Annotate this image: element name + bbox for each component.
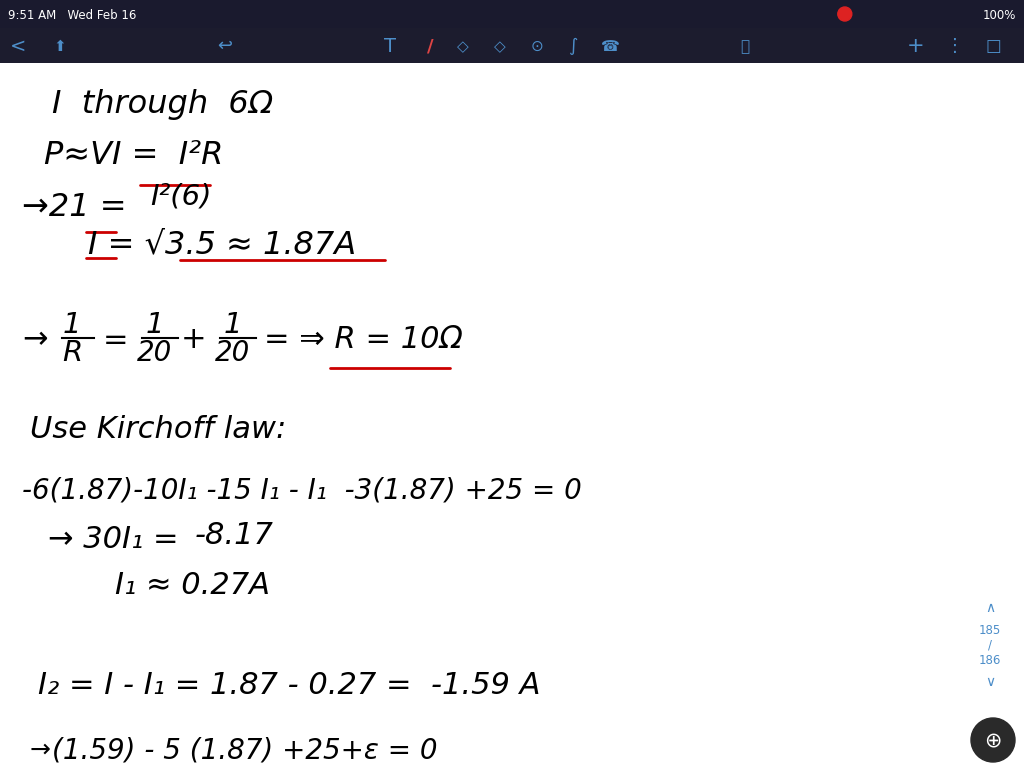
Text: ∫: ∫ bbox=[568, 37, 578, 55]
Text: ◇: ◇ bbox=[495, 38, 506, 54]
Text: → 30I₁ =: → 30I₁ = bbox=[48, 525, 178, 554]
Text: Use Kirchoff law:: Use Kirchoff law: bbox=[30, 415, 287, 445]
Text: I₂ = I - I₁ = 1.87 - 0.27 =  -1.59 A: I₂ = I - I₁ = 1.87 - 0.27 = -1.59 A bbox=[38, 670, 541, 700]
Text: /: / bbox=[988, 638, 992, 651]
Text: →: → bbox=[30, 738, 51, 762]
Text: -6(1.87)-10I₁ -15 I₁ - I₁  -3(1.87) +25 = 0: -6(1.87)-10I₁ -15 I₁ - I₁ -3(1.87) +25 =… bbox=[22, 476, 582, 504]
Text: +: + bbox=[181, 326, 207, 355]
Text: 🎙: 🎙 bbox=[740, 38, 750, 54]
Text: <: < bbox=[10, 37, 27, 56]
Text: ⊙: ⊙ bbox=[530, 38, 544, 54]
Text: ∧: ∧ bbox=[985, 601, 995, 615]
Text: I₁ ≈ 0.27A: I₁ ≈ 0.27A bbox=[115, 571, 270, 600]
Text: -8.17: -8.17 bbox=[195, 521, 273, 549]
FancyBboxPatch shape bbox=[0, 28, 1024, 63]
Text: 1: 1 bbox=[62, 311, 81, 339]
Text: □: □ bbox=[985, 37, 1000, 55]
Text: 9:51 AM   Wed Feb 16: 9:51 AM Wed Feb 16 bbox=[8, 9, 136, 22]
Text: ☎: ☎ bbox=[600, 38, 620, 54]
Text: (1.59) - 5 (1.87) +25+ε = 0: (1.59) - 5 (1.87) +25+ε = 0 bbox=[52, 736, 437, 764]
Text: I = √3.5 ≈ 1.87A: I = √3.5 ≈ 1.87A bbox=[88, 230, 356, 260]
Text: P≈VI =  I²R: P≈VI = I²R bbox=[44, 140, 223, 170]
Text: = ⇒ R = 10Ω: = ⇒ R = 10Ω bbox=[264, 326, 463, 355]
Circle shape bbox=[838, 7, 852, 21]
Text: 20: 20 bbox=[215, 339, 251, 367]
Text: 186: 186 bbox=[979, 654, 1001, 667]
Text: 185: 185 bbox=[979, 624, 1001, 637]
Text: ⋮: ⋮ bbox=[946, 37, 964, 55]
Text: 1: 1 bbox=[224, 311, 243, 339]
Text: →: → bbox=[22, 326, 47, 355]
Text: I²(6): I²(6) bbox=[150, 183, 212, 211]
Text: R: R bbox=[61, 339, 82, 367]
Circle shape bbox=[971, 718, 1015, 762]
Text: ∨: ∨ bbox=[985, 675, 995, 689]
Text: →21 =: →21 = bbox=[22, 191, 127, 223]
Text: ⬆: ⬆ bbox=[53, 38, 67, 54]
FancyBboxPatch shape bbox=[0, 0, 1024, 28]
Text: I  through  6Ω: I through 6Ω bbox=[52, 90, 273, 121]
Text: ◇: ◇ bbox=[457, 38, 469, 54]
Text: 20: 20 bbox=[137, 339, 173, 367]
Text: +: + bbox=[907, 36, 925, 56]
Text: ⊕: ⊕ bbox=[984, 730, 1001, 750]
Text: T: T bbox=[384, 37, 396, 56]
Text: =: = bbox=[103, 326, 128, 355]
Text: 100%: 100% bbox=[983, 9, 1016, 22]
Text: 1: 1 bbox=[145, 311, 164, 339]
Text: /: / bbox=[427, 37, 433, 55]
Text: ↩: ↩ bbox=[217, 37, 232, 55]
